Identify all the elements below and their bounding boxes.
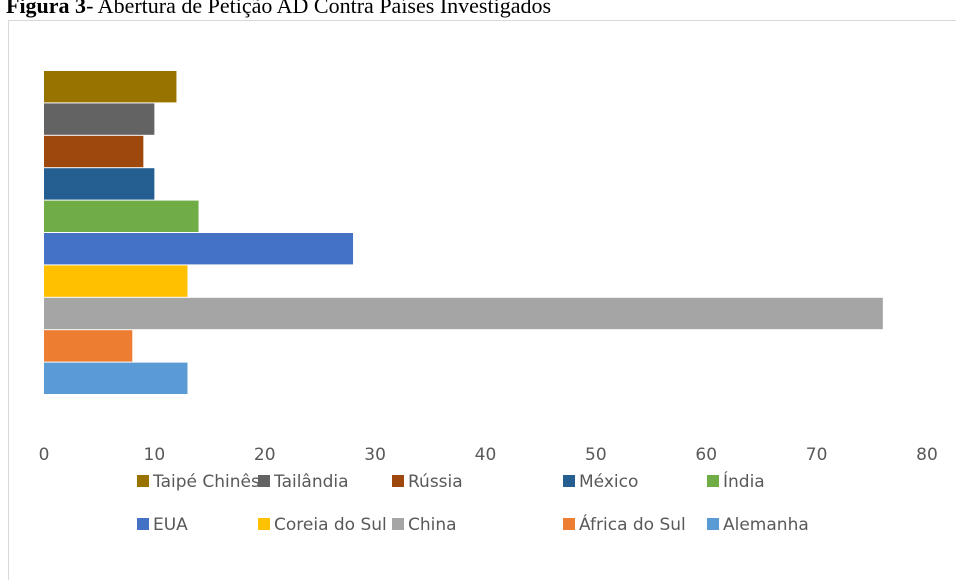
bar xyxy=(44,135,144,168)
chart-frame xyxy=(8,20,956,580)
bar xyxy=(44,103,155,135)
x-tick-label: 30 xyxy=(364,445,386,465)
legend-swatch xyxy=(137,475,149,487)
legend-swatch xyxy=(258,518,270,530)
bar xyxy=(44,362,188,394)
bar xyxy=(44,233,354,265)
x-tick-label: 50 xyxy=(585,445,607,465)
figure-label: Figura 3 xyxy=(6,0,87,18)
title-block: Figura 3- Abertura de Petição AD Contra … xyxy=(6,0,551,19)
bar xyxy=(44,330,133,362)
legend-label: Rússia xyxy=(408,472,463,492)
x-tick-label: 40 xyxy=(475,445,497,465)
chart-title: - Abertura de Petição AD Contra Países I… xyxy=(86,0,552,18)
legend-swatch xyxy=(563,518,575,530)
x-tick-label: 60 xyxy=(695,445,717,465)
x-tick-label: 10 xyxy=(144,445,166,465)
legend-label: Índia xyxy=(723,470,765,492)
x-tick-label: 70 xyxy=(806,445,828,465)
x-tick-label: 20 xyxy=(254,445,276,465)
x-tick-label: 0 xyxy=(39,445,50,465)
legend-swatch xyxy=(707,475,719,487)
legend-swatch xyxy=(258,475,270,487)
bar xyxy=(44,200,199,232)
legend-swatch xyxy=(707,518,719,530)
legend-label: China xyxy=(408,515,457,535)
legend-label: África do Sul xyxy=(579,513,686,535)
bar xyxy=(44,168,155,200)
legend-swatch xyxy=(137,518,149,530)
legend-label: EUA xyxy=(153,515,188,535)
legend-swatch xyxy=(563,475,575,487)
legend-label: Tailândia xyxy=(273,472,349,492)
bar xyxy=(44,71,177,103)
legend-label: Taipé Chinês xyxy=(152,472,260,492)
bar xyxy=(44,297,883,330)
legend-label: Alemanha xyxy=(723,515,809,535)
legend-swatch xyxy=(392,475,404,487)
legend-label: México xyxy=(579,472,638,492)
legend-swatch xyxy=(392,518,404,530)
bar xyxy=(44,265,188,297)
x-tick-label: 80 xyxy=(916,445,938,465)
legend-label: Coreia do Sul xyxy=(274,515,387,535)
